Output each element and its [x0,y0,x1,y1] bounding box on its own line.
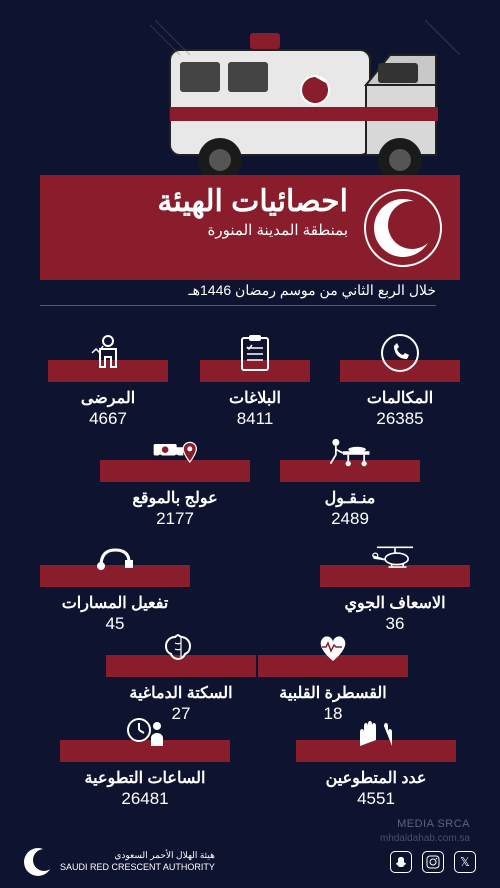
heart-icon [310,629,356,667]
footer: 𝕏 هيئة الهلال الأحمر السعودي SAUDI RED C… [0,848,500,876]
stat-transported: منـقـول 2489 [280,460,420,529]
location-ambulance-icon [152,434,198,472]
stat-tracks: تفعيل المسارات 45 [40,565,190,634]
footer-crescent-icon [24,848,52,876]
title-main: احصائيات الهيئة [50,185,348,218]
clipboard-icon [232,334,278,372]
crescent-icon [374,199,432,257]
ambulance-svg [150,15,460,195]
stat-label: البلاغات [200,388,310,408]
header-block: احصائيات الهيئة بمنطقة المدينة المنورة [40,175,460,280]
stat-onsite: عولج بالموقع 2177 [100,460,250,529]
stat-calls: المكالمات 26385 [340,360,460,429]
stat-label: السكتة الدماغية [106,683,256,703]
footer-org-ar: هيئة الهلال الأحمر السعودي [60,850,215,862]
snapchat-icon [390,851,412,873]
clock-person-icon [122,714,168,752]
title-sub: بمنطقة المدينة المنورة [50,221,348,239]
stat-air: الاسعاف الجوي 36 [320,565,470,634]
footer-org-en: SAUDI RED CRESCENT AUTHORITY [60,862,215,874]
stat-volhours: الساعات التطوعية 26481 [60,740,230,809]
stat-label: المرضى [48,388,168,408]
stat-label: القسطرة القلبية [258,683,408,703]
stat-label: الاسعاف الجوي [320,593,470,613]
stretcher-icon [327,434,373,472]
stat-label: عدد المتطوعين [296,768,456,788]
brain-icon [158,629,204,667]
social-icons: 𝕏 [390,851,476,873]
stat-label: الساعات التطوعية [60,768,230,788]
stat-volunteers: عدد المتطوعين 4551 [296,740,456,809]
route-icon [92,539,138,577]
watermark-url: mhdaldahab.com.sa [380,833,470,844]
stat-reports: البلاغات 8411 [200,360,310,429]
helicopter-icon [372,539,418,577]
stat-value: 4667 [48,409,168,429]
ambulance-illustration [150,15,460,195]
stat-value: 2177 [100,509,250,529]
period-text: خلال الربع الثاني من موسم رمضان 1446هـ [40,282,436,306]
logo-circle [364,189,442,267]
stat-value: 8411 [200,409,310,429]
watermark: MEDIA SRCA [397,818,470,830]
footer-logo: هيئة الهلال الأحمر السعودي SAUDI RED CRE… [24,848,215,876]
stat-value: 2489 [280,509,420,529]
patient-icon [85,334,131,372]
x-icon: 𝕏 [454,851,476,873]
footer-org-text: هيئة الهلال الأحمر السعودي SAUDI RED CRE… [60,850,215,873]
hands-icon [353,714,399,752]
stat-label: منـقـول [280,488,420,508]
stat-label: تفعيل المسارات [40,593,190,613]
stat-value: 26385 [340,409,460,429]
stat-label: المكالمات [340,388,460,408]
phone-icon [377,334,423,372]
stat-value: 4551 [296,789,456,809]
stat-patients: المرضى 4667 [48,360,168,429]
instagram-icon [422,851,444,873]
stat-label: عولج بالموقع [100,488,250,508]
stat-value: 26481 [60,789,230,809]
header-text: احصائيات الهيئة بمنطقة المدينة المنورة [50,185,348,239]
